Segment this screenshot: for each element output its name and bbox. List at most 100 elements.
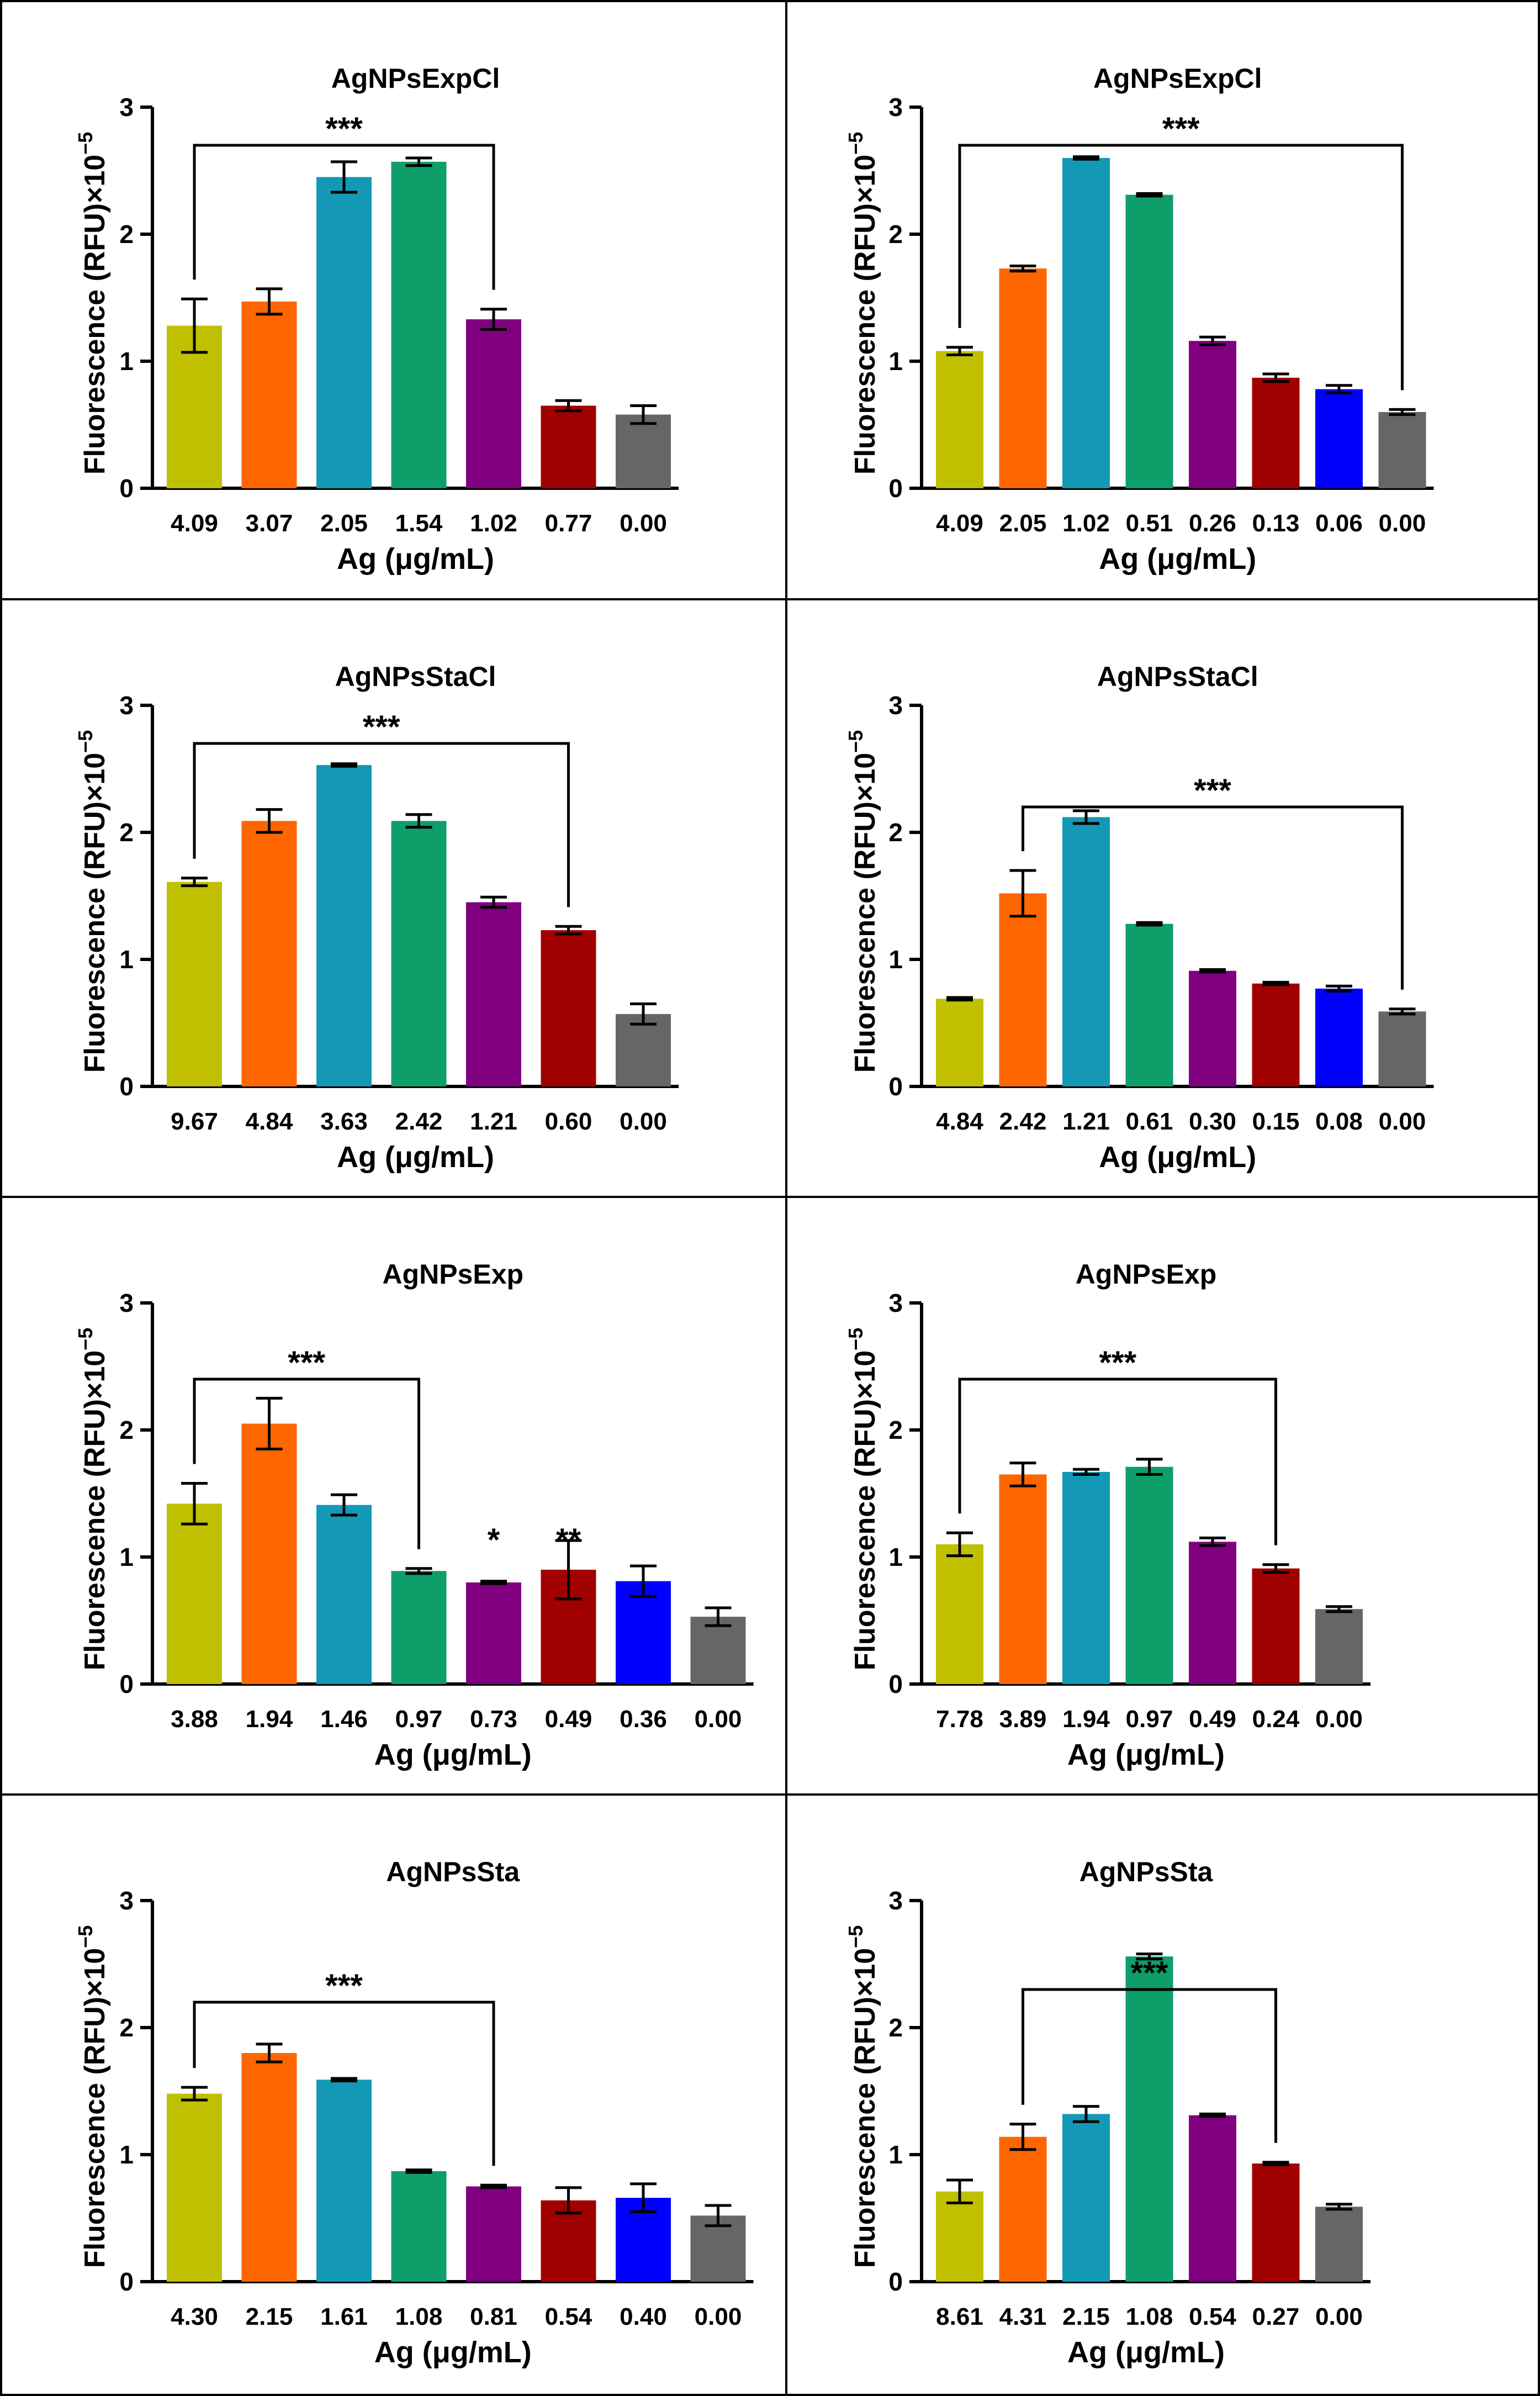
bar (936, 351, 983, 488)
bar (1062, 2114, 1110, 2282)
x-tick-label: 0.26 (1189, 510, 1236, 537)
x-tick-label: 0.54 (1189, 2303, 1236, 2330)
bar (541, 930, 596, 1086)
chart-title: AgNPsStaCl (335, 661, 496, 692)
y-tick-label: 1 (119, 347, 134, 376)
y-tick-label: 2 (119, 220, 134, 249)
chart-title: AgNPsSta (1079, 1856, 1214, 1887)
x-tick-label: 1.08 (395, 2303, 443, 2330)
y-tick-label: 0 (119, 1670, 134, 1698)
y-axis-label-text: Fluorescence (RFU)×10 (79, 753, 111, 1073)
chart-title: AgNPsStaCl (1097, 661, 1258, 692)
significance-label: *** (363, 709, 400, 745)
y-axis-label: Fluorescence (RFU)×10−5 (74, 1328, 111, 1670)
x-tick-label: 0.00 (1379, 1108, 1426, 1135)
significance-bracket (1022, 1988, 1277, 2143)
y-tick-label: 1 (888, 945, 903, 974)
panel-5: AgNPsExp Fluorescence (RFU)×10−5 0 1 2 3 3.88 1… (0, 1197, 786, 1795)
bar (466, 1582, 521, 1684)
bar (466, 902, 521, 1086)
x-tick-label: 3.63 (320, 1108, 368, 1135)
x-tick-label: 0.97 (395, 1706, 443, 1733)
x-tick-label: 2.42 (395, 1108, 443, 1135)
y-tick-label: 3 (119, 1886, 134, 1915)
y-axis-label-text: Fluorescence (RFU)×10 (79, 1948, 111, 2268)
bar (1189, 1542, 1236, 1684)
y-tick-label: 0 (119, 2267, 134, 2296)
bar (616, 1581, 671, 1684)
y-axis-label-exponent: −5 (844, 1328, 867, 1350)
x-tick-label: 1.54 (395, 510, 443, 537)
x-tick-label: 0.61 (1126, 1108, 1173, 1135)
bar (541, 405, 596, 488)
bar-chart: AgNPsSta Fluorescence (RFU)×10−5 0 1 2 3 4.30 2… (74, 1856, 754, 2369)
bar (241, 821, 297, 1086)
y-tick-label: 2 (119, 1416, 134, 1444)
significance-bracket (193, 144, 495, 290)
bar (391, 821, 447, 1086)
x-tick-label: 0.40 (620, 2303, 667, 2330)
bar-chart: AgNPsExpCl Fluorescence (RFU)×10−5 0 1 2 3 4.0… (74, 63, 679, 576)
x-axis-label: Ag (μg/mL) (1067, 2336, 1225, 2369)
x-tick-label: 2.15 (1062, 2303, 1110, 2330)
x-tick-label: 4.84 (246, 1108, 293, 1135)
x-tick-label: 0.00 (1315, 1706, 1363, 1733)
x-tick-label: 1.46 (320, 1706, 368, 1733)
bar (1062, 817, 1110, 1086)
x-tick-label: 0.13 (1252, 510, 1300, 537)
x-tick-label: 4.31 (999, 2303, 1047, 2330)
bar (936, 2191, 983, 2282)
bar (999, 893, 1047, 1086)
bar (466, 2186, 521, 2282)
x-tick-label: 0.00 (695, 2303, 742, 2330)
panel-2: AgNPsExpCl Fluorescence (RFU)×10−5 0 1 2 3 4.0… (786, 0, 1540, 599)
bar (1252, 1568, 1300, 1684)
y-axis-label-text: Fluorescence (RFU)×10 (849, 753, 881, 1073)
y-tick-label: 2 (888, 818, 903, 847)
bar (999, 2136, 1047, 2282)
bar (1125, 1956, 1173, 2282)
x-tick-label: 3.88 (171, 1706, 218, 1733)
panel-1: AgNPsExpCl Fluorescence (RFU)×10−5 0 1 2 3 4.0… (0, 0, 786, 599)
y-tick-label: 0 (119, 474, 134, 503)
significance-label: *** (1162, 111, 1200, 147)
bar (167, 1503, 222, 1684)
x-tick-label: 2.05 (320, 510, 368, 537)
y-axis-label: Fluorescence (RFU)×10−5 (844, 132, 881, 474)
x-tick-label: 0.00 (620, 510, 667, 537)
y-tick-label: 2 (888, 1416, 903, 1444)
bar (1125, 1466, 1173, 1684)
bar (1315, 389, 1363, 488)
x-tick-label: 3.07 (246, 510, 293, 537)
panel-4: AgNPsStaCl Fluorescence (RFU)×10−5 0 1 2 3 4.8… (786, 599, 1540, 1197)
x-axis-label: Ag (μg/mL) (1099, 1141, 1256, 1174)
bar (1189, 2115, 1236, 2282)
y-axis-label: Fluorescence (RFU)×10−5 (74, 730, 111, 1073)
y-axis-label-text: Fluorescence (RFU)×10 (79, 155, 111, 474)
y-tick-label: 2 (888, 2013, 903, 2042)
x-tick-label: 1.94 (246, 1706, 293, 1733)
x-tick-label: 1.02 (470, 510, 517, 537)
x-axis-label: Ag (μg/mL) (337, 542, 494, 576)
x-axis-label: Ag (μg/mL) (374, 1738, 532, 1771)
y-tick-label: 1 (119, 2140, 134, 2169)
y-axis-label: Fluorescence (RFU)×10−5 (74, 132, 111, 474)
x-tick-label: 0.00 (1315, 2303, 1363, 2330)
x-tick-label: 0.30 (1189, 1108, 1236, 1135)
significance-label: ** (556, 1522, 581, 1558)
chart-title: AgNPsExp (1076, 1259, 1217, 1290)
x-tick-label: 4.09 (936, 510, 983, 537)
bar (1315, 2207, 1363, 2282)
significance-label: *** (1131, 1955, 1168, 1991)
y-axis-label-text: Fluorescence (RFU)×10 (849, 1948, 881, 2268)
bar (316, 1505, 372, 1684)
bar (1189, 970, 1236, 1086)
bar (241, 1423, 297, 1684)
y-tick-label: 3 (888, 1886, 903, 1915)
chart-title: AgNPsExp (382, 1259, 523, 1290)
x-tick-label: 0.60 (545, 1108, 592, 1135)
significance-bracket (193, 2001, 495, 2166)
x-axis-label: Ag (μg/mL) (1067, 1738, 1225, 1771)
